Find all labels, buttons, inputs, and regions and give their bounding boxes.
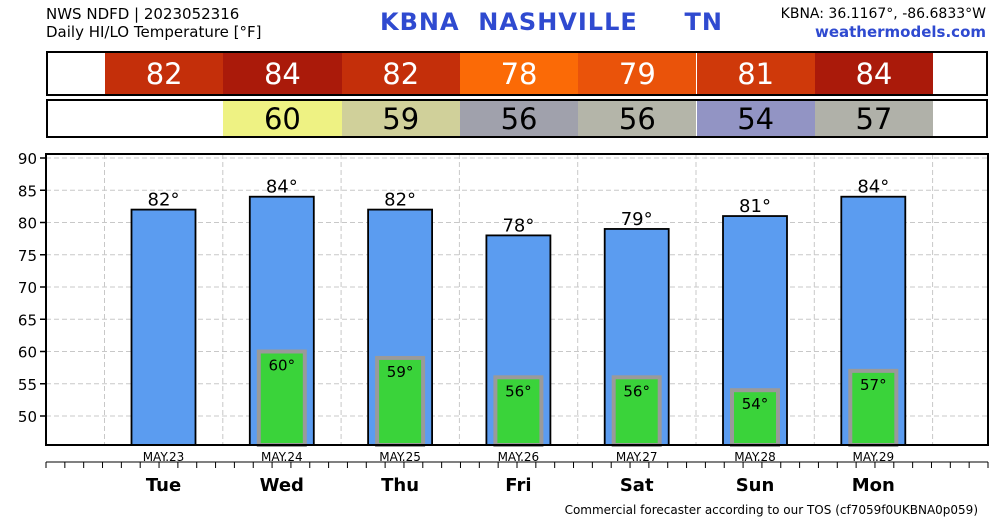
day-label-4: Fri [505, 475, 531, 496]
high-bar-label-3: 82° [384, 190, 416, 211]
high-temp-cell-5: 79 [578, 53, 697, 94]
low-bar-label-6: 54° [742, 395, 769, 413]
day-label-5: Sat [620, 475, 654, 496]
low-bar-7 [848, 368, 899, 448]
y-tick-label-70: 70 [18, 279, 37, 297]
date-label-4: MAY.26 [498, 450, 540, 464]
high-temp-cell-1: 82 [105, 53, 224, 94]
low-bar-label-7: 57° [860, 376, 887, 394]
date-label-5: MAY.27 [616, 450, 658, 464]
day-label-1: Tue [146, 475, 181, 496]
site-link[interactable]: weathermodels.com [814, 23, 986, 41]
low-temp-cell-5: 56 [578, 101, 697, 136]
low-bar-label-5: 56° [623, 382, 650, 400]
low-bar-label-4: 56° [505, 382, 532, 400]
high-temp-cell-7: 84 [814, 53, 934, 94]
low-temp-cell-3: 59 [341, 101, 460, 136]
date-label-1: MAY.23 [143, 450, 185, 464]
low-bar-label-3: 59° [387, 363, 414, 381]
high-temperature-row: 82 84 82 78 79 81 84 [46, 51, 988, 96]
day-label-7: Mon [852, 475, 895, 496]
y-tick-label-60: 60 [18, 344, 37, 362]
y-tick-label-75: 75 [18, 247, 37, 265]
low-temp-cell-1 [105, 101, 224, 136]
high-bar-label-5: 79° [621, 209, 653, 230]
y-tick-label-80: 80 [18, 215, 37, 233]
plot-frame [45, 153, 989, 446]
high-bar-label-7: 84° [857, 177, 889, 198]
y-tick-label-50: 50 [18, 408, 37, 426]
high-bar-label-6: 81° [739, 196, 771, 217]
station-coordinates: KBNA: 36.1167°, -86.6833°W [780, 6, 986, 22]
day-label-3: Thu [381, 475, 419, 496]
high-temp-cell-2: 84 [223, 53, 342, 94]
y-tick-label-90: 90 [18, 150, 37, 168]
chart-header-right: KBNA: 36.1167°, -86.6833°W weathermodels… [781, 5, 986, 41]
low-bar-2 [256, 349, 307, 447]
high-bar-label-1: 82° [148, 190, 180, 211]
low-bar-6 [730, 388, 780, 448]
high-bar-1 [130, 208, 197, 446]
day-label-6: Sun [736, 475, 775, 496]
date-label-7: MAY.29 [852, 450, 894, 464]
low-temp-cell-2: 60 [223, 101, 342, 136]
date-label-2: MAY.24 [261, 450, 303, 464]
chart-title: Daily HI/LO Temperature [°F] [46, 23, 262, 41]
high-temp-cell-3: 82 [341, 53, 460, 94]
high-bar-label-4: 78° [502, 215, 534, 236]
y-tick-label-65: 65 [18, 311, 37, 329]
low-bar-label-2: 60° [269, 357, 296, 375]
low-temperature-row: 60 59 56 56 54 57 [46, 99, 988, 138]
high-temp-cell-6: 81 [696, 53, 815, 94]
low-bar-5 [611, 375, 662, 447]
product-line: NWS NDFD | 2023052316 [46, 5, 240, 23]
footer-note: Commercial forecaster according to our T… [564, 503, 978, 517]
y-tick-label-55: 55 [18, 376, 37, 394]
chart-header-left: NWS NDFD | 2023052316 Daily HI/LO Temper… [46, 5, 262, 41]
low-temp-cell-6: 54 [696, 101, 815, 136]
low-temp-cell-4: 56 [459, 101, 579, 136]
station-title: KBNA NASHVILLE TN [380, 8, 724, 36]
high-bar-label-2: 84° [266, 177, 298, 198]
y-tick-label-85: 85 [18, 182, 37, 200]
high-temp-cell-4: 78 [459, 53, 579, 94]
low-temp-cell-7: 57 [814, 101, 934, 136]
day-label-2: Wed [260, 475, 304, 496]
date-label-6: MAY.28 [734, 450, 776, 464]
date-label-3: MAY.25 [379, 450, 421, 464]
